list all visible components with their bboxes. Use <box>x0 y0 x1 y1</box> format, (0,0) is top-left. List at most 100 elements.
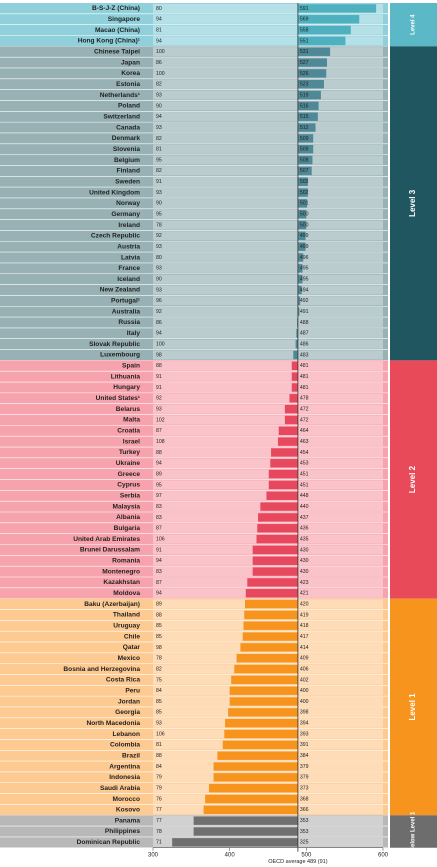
bar <box>193 816 298 825</box>
value-label: 531 <box>300 49 309 55</box>
bar <box>297 296 301 306</box>
category-label: Switzerland <box>103 113 140 120</box>
bar <box>297 274 303 284</box>
value-label: 440 <box>300 504 309 510</box>
row-cell <box>153 68 383 79</box>
row-cell <box>153 14 383 24</box>
secondary-value: 87 <box>156 428 162 434</box>
bar <box>297 80 324 89</box>
category-label: New Zealand <box>100 287 140 294</box>
value-label: 502 <box>300 179 309 185</box>
value-label: 400 <box>300 699 309 705</box>
value-label: 391 <box>300 742 309 748</box>
secondary-value: 100 <box>156 342 165 348</box>
category-label: Morocco <box>113 796 140 803</box>
value-label: 418 <box>300 623 309 629</box>
secondary-value: 95 <box>156 212 162 218</box>
value-label: 451 <box>300 471 309 477</box>
category-label: Australia <box>112 308 141 315</box>
value-label: 406 <box>300 666 309 672</box>
value-label: 384 <box>300 753 309 759</box>
secondary-value: 98 <box>156 352 162 358</box>
value-label: 512 <box>300 125 309 131</box>
value-label: 400 <box>300 688 309 694</box>
bar <box>297 123 316 132</box>
row-cell <box>153 307 383 317</box>
row-cell <box>153 382 383 393</box>
group-label: Level 1 <box>408 693 417 721</box>
secondary-value: 93 <box>156 190 162 196</box>
value-label: 472 <box>300 417 309 423</box>
group-label: Level 2 <box>408 465 417 493</box>
category-label: Chile <box>124 633 140 640</box>
bar <box>258 513 298 522</box>
bar <box>266 491 298 500</box>
value-label: 516 <box>300 103 309 109</box>
secondary-value: 92 <box>156 396 162 402</box>
x-tick-label: 600 <box>378 852 389 858</box>
bar <box>289 394 298 403</box>
category-label: Hong Kong (China)¹ <box>78 38 140 45</box>
value-label: 437 <box>300 515 309 521</box>
group-band <box>390 815 437 848</box>
bar <box>297 134 314 143</box>
row-cell <box>153 242 383 252</box>
category-label: Italy <box>127 330 141 337</box>
category-label: Ireland <box>118 222 140 229</box>
row-cell <box>153 480 383 490</box>
secondary-value: 94 <box>156 17 162 23</box>
value-label: 507 <box>300 168 309 174</box>
secondary-value: 85 <box>156 710 162 716</box>
category-label: Lebanon <box>113 731 140 738</box>
category-label: Croatia <box>117 428 140 435</box>
bar <box>271 448 298 457</box>
category-label: United Kingdom <box>89 189 140 196</box>
row-cell <box>153 285 383 295</box>
value-label: 500 <box>300 222 309 228</box>
row-cell <box>153 112 383 122</box>
group-band <box>390 598 437 816</box>
category-label: Latvia <box>121 254 140 261</box>
value-label: 394 <box>300 721 309 727</box>
bar <box>268 480 298 490</box>
category-label: Hungary <box>113 384 140 391</box>
secondary-value: 79 <box>156 775 162 781</box>
category-label: Finland <box>117 168 140 175</box>
bar <box>229 686 298 695</box>
category-label: Portugal¹ <box>111 298 140 305</box>
row-cell <box>153 328 383 338</box>
secondary-value: 87 <box>156 526 162 532</box>
bar <box>277 437 298 446</box>
secondary-value: 93 <box>156 287 162 293</box>
bar <box>284 404 298 414</box>
category-label: Peru <box>125 687 140 694</box>
group-band <box>390 46 437 361</box>
secondary-value: 82 <box>156 82 162 88</box>
category-label: Colombia <box>110 742 140 749</box>
secondary-value: 95 <box>156 482 162 488</box>
value-label: 353 <box>300 829 309 835</box>
bar <box>297 36 346 46</box>
value-label: 409 <box>300 656 309 662</box>
category-label: North Macedonia <box>87 720 141 727</box>
bar <box>217 751 298 760</box>
category-label: Serbia <box>120 493 140 500</box>
row-cell <box>153 458 383 468</box>
category-label: Romania <box>112 557 140 564</box>
bar <box>213 762 298 771</box>
value-label: 414 <box>300 645 309 651</box>
category-label: Malaysia <box>113 503 141 510</box>
category-label: Iceland <box>117 276 140 283</box>
secondary-value: 94 <box>156 331 162 337</box>
category-label: Lithuania <box>111 373 141 380</box>
row-cell <box>153 133 383 143</box>
bar <box>243 621 298 630</box>
category-label: Costa Rica <box>106 677 140 684</box>
secondary-value: 102 <box>156 417 165 423</box>
secondary-value: 106 <box>156 731 165 737</box>
secondary-value: 81 <box>156 742 162 748</box>
category-label: United Arab Emirates <box>73 536 140 543</box>
secondary-value: 92 <box>156 233 162 239</box>
value-label: 492 <box>300 298 309 304</box>
bar <box>297 264 303 273</box>
